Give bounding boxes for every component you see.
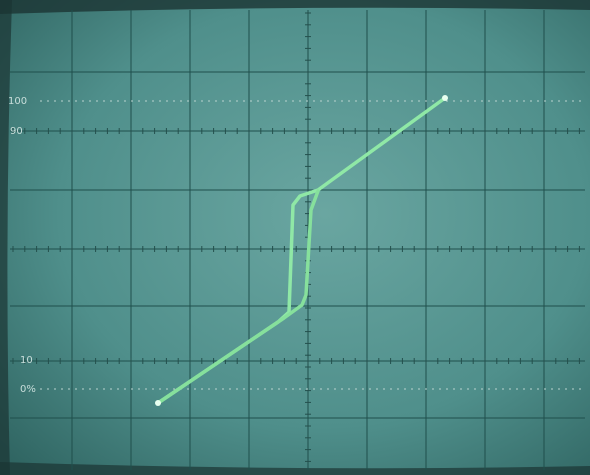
label-0: 0% bbox=[20, 384, 36, 395]
hysteresis-trace bbox=[155, 95, 448, 406]
label-10: 10 bbox=[20, 355, 33, 366]
trace-branch bbox=[156, 189, 320, 405]
graticule-labels: 100 90 10 0% bbox=[8, 96, 36, 395]
bezel-top bbox=[0, 0, 590, 14]
graticule bbox=[10, 10, 585, 470]
trace-end bbox=[155, 400, 161, 406]
bezel-left bbox=[0, 0, 12, 475]
label-90: 90 bbox=[10, 126, 23, 137]
label-100: 100 bbox=[8, 96, 27, 107]
bezel-bottom bbox=[0, 462, 590, 475]
trace-end bbox=[442, 95, 448, 101]
